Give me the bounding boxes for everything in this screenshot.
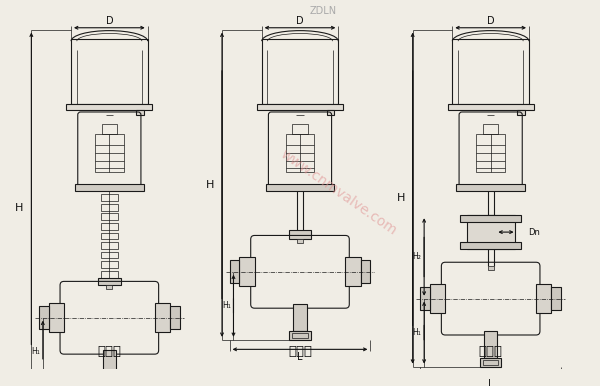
Text: H₂: H₂ bbox=[412, 252, 421, 261]
Bar bbox=[456, 184, 525, 191]
Bar bbox=[297, 239, 303, 243]
Text: H₁: H₁ bbox=[413, 328, 421, 337]
Bar bbox=[155, 303, 170, 332]
Bar bbox=[101, 271, 118, 278]
Text: www.cnmvalve.com: www.cnmvalve.com bbox=[277, 147, 399, 238]
Bar bbox=[39, 306, 49, 329]
Bar bbox=[484, 331, 497, 358]
Bar bbox=[483, 360, 499, 365]
Bar bbox=[292, 124, 308, 134]
Bar bbox=[460, 242, 521, 249]
Bar bbox=[517, 110, 525, 115]
Text: H: H bbox=[16, 203, 23, 213]
Text: H: H bbox=[397, 193, 405, 203]
Bar bbox=[361, 260, 370, 283]
Bar bbox=[452, 39, 529, 104]
Bar bbox=[230, 260, 239, 283]
Bar bbox=[95, 134, 124, 172]
Text: 中温型: 中温型 bbox=[288, 345, 312, 358]
Bar bbox=[257, 104, 343, 110]
Bar bbox=[101, 204, 118, 211]
Bar bbox=[239, 257, 254, 286]
Bar bbox=[262, 39, 338, 104]
Bar bbox=[289, 230, 311, 239]
Text: Dn: Dn bbox=[528, 228, 540, 237]
Bar bbox=[266, 184, 334, 191]
Bar bbox=[101, 252, 118, 258]
Bar bbox=[421, 287, 430, 310]
Bar bbox=[75, 184, 144, 191]
Text: D: D bbox=[487, 16, 494, 26]
Text: 低温型: 低温型 bbox=[479, 345, 503, 358]
Bar bbox=[99, 377, 120, 386]
Bar bbox=[101, 213, 118, 220]
Bar bbox=[467, 215, 515, 249]
Bar bbox=[536, 284, 551, 313]
Bar bbox=[448, 104, 534, 110]
Text: L: L bbox=[297, 352, 303, 362]
Text: ZDLN: ZDLN bbox=[310, 5, 337, 15]
Text: L: L bbox=[488, 379, 493, 386]
Bar bbox=[49, 303, 64, 332]
Text: 常温型: 常温型 bbox=[97, 345, 121, 358]
Bar bbox=[286, 134, 314, 172]
Bar bbox=[136, 110, 144, 115]
Bar bbox=[101, 223, 118, 230]
Bar bbox=[170, 306, 179, 329]
Bar bbox=[101, 124, 117, 134]
Bar bbox=[327, 110, 334, 115]
Bar bbox=[98, 278, 121, 285]
Bar bbox=[476, 134, 505, 172]
Bar bbox=[101, 233, 118, 239]
Bar bbox=[551, 287, 561, 310]
Bar bbox=[106, 285, 112, 289]
Text: H: H bbox=[206, 180, 214, 190]
Bar bbox=[101, 194, 118, 201]
Bar bbox=[430, 284, 445, 313]
Bar bbox=[292, 333, 308, 338]
Bar bbox=[480, 358, 501, 367]
Text: D: D bbox=[106, 16, 113, 26]
Bar bbox=[101, 242, 118, 249]
Bar bbox=[483, 124, 499, 134]
Bar bbox=[293, 305, 307, 331]
Text: H₁: H₁ bbox=[222, 301, 230, 310]
Text: D: D bbox=[296, 16, 304, 26]
Text: H₁: H₁ bbox=[31, 347, 40, 356]
Bar bbox=[101, 261, 118, 268]
Bar bbox=[289, 331, 311, 340]
Bar bbox=[346, 257, 361, 286]
Bar bbox=[460, 215, 521, 222]
Bar bbox=[71, 39, 148, 104]
Bar bbox=[66, 104, 152, 110]
Bar bbox=[101, 379, 117, 384]
Bar bbox=[488, 266, 494, 270]
Bar bbox=[103, 350, 116, 377]
